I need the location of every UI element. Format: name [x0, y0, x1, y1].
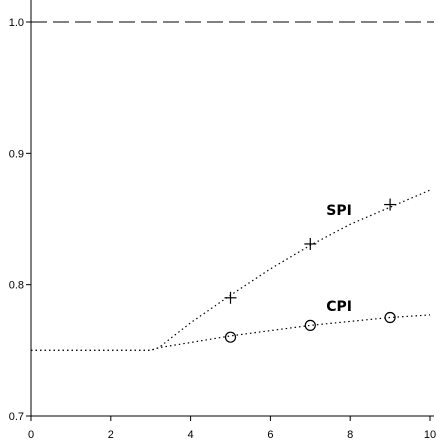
y-tick-label: 0.9 — [9, 148, 24, 160]
x-tick-label: 8 — [347, 429, 353, 441]
x-tick-label: 6 — [267, 429, 273, 441]
data-point-circle — [384, 311, 396, 324]
series-line-spi — [31, 189, 431, 351]
x-axis-ticks: 0 2 4 6 8 10 — [28, 416, 436, 441]
x-tick-label: 0 — [28, 429, 34, 441]
series-layer: SPI CPI — [31, 189, 431, 351]
plot-area: 0 2 4 6 8 10 0.7 0.8 0.9 1.0 SPI CPI — [9, 0, 436, 441]
y-tick-label: 0.7 — [9, 411, 24, 423]
data-point-circle — [304, 319, 316, 331]
series-label-spi: SPI — [326, 203, 352, 219]
y-axis-ticks: 0.7 0.8 0.9 1.0 — [9, 17, 31, 423]
data-point-plus — [304, 237, 317, 250]
series-spi: SPI — [31, 189, 431, 351]
series-cpi: CPI — [31, 299, 431, 351]
x-tick-label: 4 — [188, 429, 194, 441]
y-tick-label: 1.0 — [9, 17, 24, 29]
series-line-cpi — [31, 314, 431, 351]
data-point-plus — [224, 291, 237, 304]
y-tick-label: 0.8 — [9, 280, 24, 292]
data-point-plus — [384, 198, 397, 211]
series-label-cpi: CPI — [326, 299, 352, 315]
x-tick-label: 2 — [108, 429, 114, 441]
x-tick-label: 10 — [424, 429, 436, 441]
data-point-circle — [224, 331, 237, 343]
